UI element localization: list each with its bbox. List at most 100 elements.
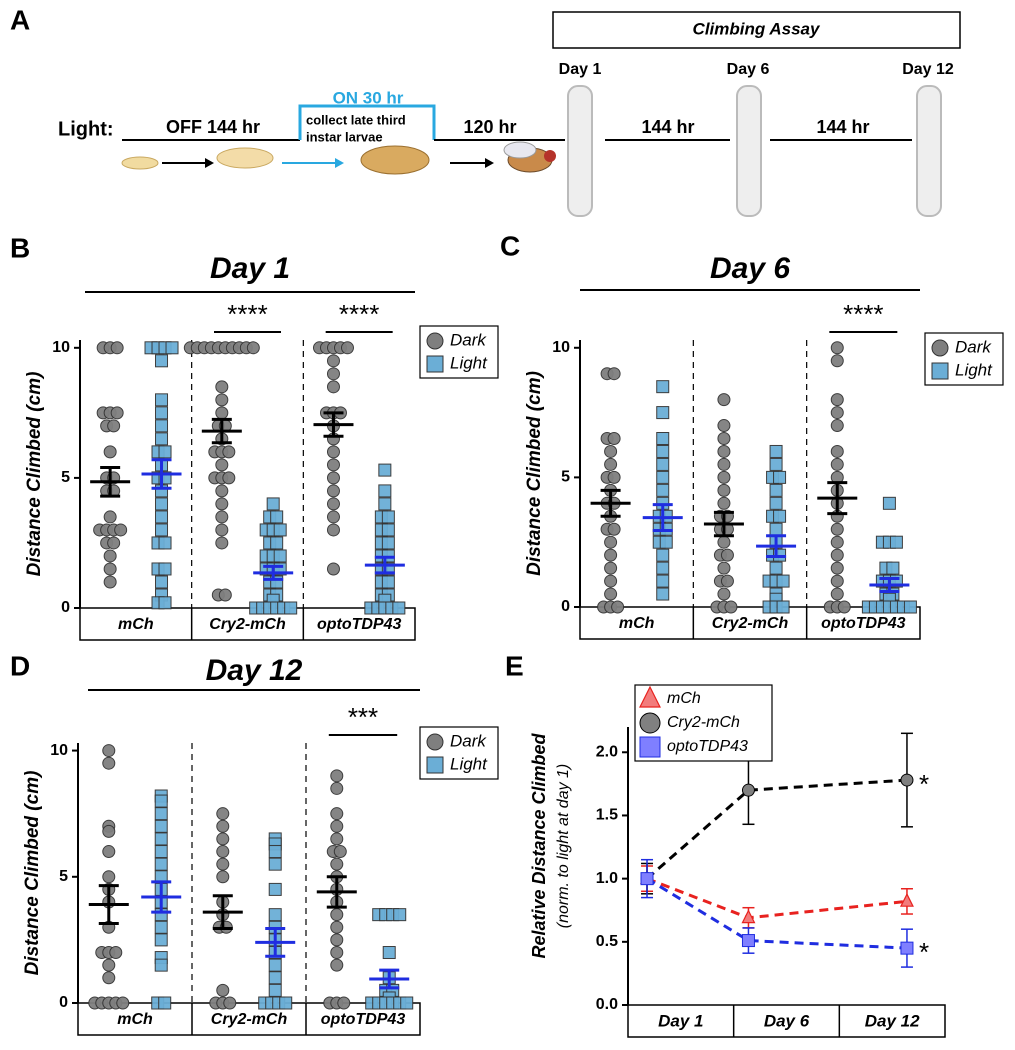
point — [656, 457, 670, 471]
y-axis-label: Distance Climbed (cm) — [22, 771, 43, 976]
legend-label: Dark — [450, 731, 487, 750]
point — [102, 824, 116, 838]
point — [604, 535, 618, 549]
point — [769, 496, 783, 510]
point — [155, 497, 169, 511]
off-label: OFF 144 hr — [166, 117, 260, 137]
y-tick-label: 0.5 — [596, 933, 618, 950]
y-tick-label: 0 — [61, 599, 70, 616]
point — [607, 367, 621, 381]
legend-marker — [426, 332, 444, 350]
point — [717, 444, 731, 458]
legend-label: Dark — [450, 330, 487, 349]
point — [102, 971, 116, 985]
point — [656, 432, 670, 446]
point — [268, 971, 282, 985]
point — [326, 510, 340, 524]
point — [222, 445, 236, 459]
point — [268, 958, 282, 972]
point — [102, 870, 116, 884]
point — [326, 380, 340, 394]
panel-label: A — [10, 4, 30, 35]
point — [717, 419, 731, 433]
annotation: * — [919, 937, 929, 967]
point — [326, 354, 340, 368]
y-tick-label: 0 — [59, 994, 68, 1011]
point — [326, 523, 340, 537]
point — [381, 536, 395, 550]
point — [154, 857, 168, 871]
x-tick-label: optoTDP43 — [321, 1011, 406, 1028]
point — [776, 600, 790, 614]
point — [222, 471, 236, 485]
point — [656, 574, 670, 588]
panel-label: E — [505, 650, 524, 681]
point — [378, 484, 392, 498]
point — [382, 946, 396, 960]
point — [830, 574, 844, 588]
point — [720, 574, 734, 588]
point — [216, 857, 230, 871]
x-tick-label: Day 6 — [764, 1011, 810, 1030]
point — [741, 783, 755, 797]
point — [268, 908, 282, 922]
point — [158, 596, 172, 610]
point — [107, 536, 121, 550]
point — [246, 341, 260, 355]
point — [326, 471, 340, 485]
point — [330, 908, 344, 922]
legend-label: optoTDP43 — [667, 738, 748, 755]
point — [215, 523, 229, 537]
point — [741, 934, 755, 948]
point — [268, 845, 282, 859]
point — [656, 470, 670, 484]
x-tick-label: optoTDP43 — [317, 616, 402, 633]
point — [330, 857, 344, 871]
vials — [567, 85, 942, 217]
point — [216, 983, 230, 997]
y-tick-label: 10 — [50, 742, 68, 759]
point — [154, 807, 168, 821]
point — [381, 575, 395, 589]
y-axis-label: (norm. to light at day 1) — [555, 764, 572, 929]
series-line — [646, 778, 908, 880]
point — [830, 406, 844, 420]
x-tick-label: Cry2-mCh — [211, 1011, 288, 1028]
point — [330, 769, 344, 783]
point — [102, 756, 116, 770]
point — [659, 535, 673, 549]
light-label: Light: — [58, 118, 114, 140]
point — [656, 406, 670, 420]
point — [724, 600, 738, 614]
point — [656, 561, 670, 575]
point — [381, 523, 395, 537]
point — [330, 807, 344, 821]
chart-title: Day 1 — [210, 252, 290, 285]
point — [154, 832, 168, 846]
point — [103, 575, 117, 589]
point — [769, 522, 783, 536]
point — [830, 393, 844, 407]
assay-box — [552, 11, 961, 49]
legend-marker — [639, 736, 661, 758]
point — [284, 601, 298, 615]
point — [604, 444, 618, 458]
point — [114, 523, 128, 537]
point — [776, 574, 790, 588]
point — [656, 380, 670, 394]
point — [215, 536, 229, 550]
x-tick-label: mCh — [619, 615, 655, 632]
point — [216, 819, 230, 833]
point — [330, 819, 344, 833]
point — [717, 561, 731, 575]
point — [769, 561, 783, 575]
point — [155, 510, 169, 524]
point — [337, 996, 351, 1010]
point — [381, 510, 395, 524]
y-axis-label: Distance Climbed (cm) — [524, 371, 545, 576]
point — [400, 996, 414, 1010]
point — [155, 393, 169, 407]
point — [378, 463, 392, 477]
legend-marker — [931, 339, 949, 357]
point — [330, 781, 344, 795]
